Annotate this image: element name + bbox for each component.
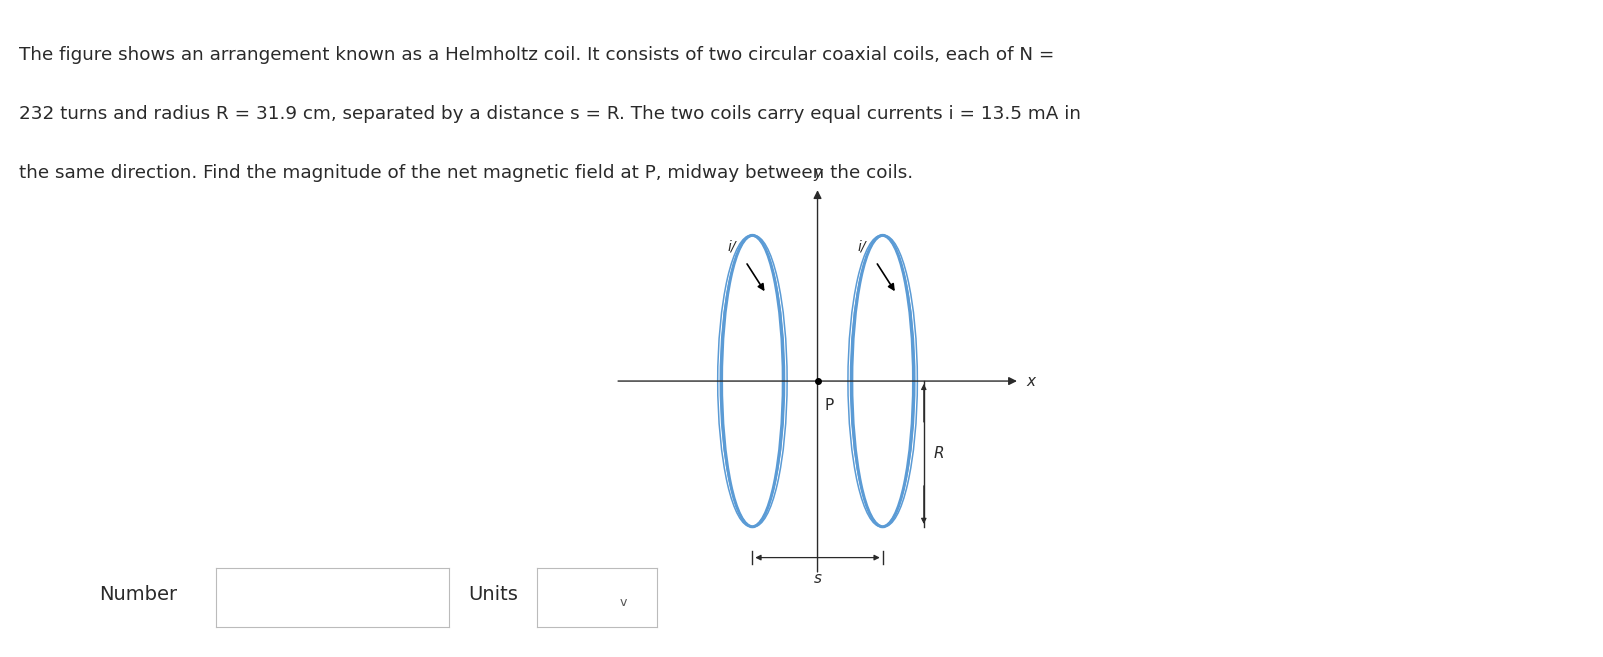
Text: Number: Number bbox=[99, 585, 178, 604]
Text: the same direction. Find the magnitude of the net magnetic field at P, midway be: the same direction. Find the magnitude o… bbox=[19, 164, 914, 182]
Text: 232 turns and radius R = 31.9 cm, separated by a distance s = R. The two coils c: 232 turns and radius R = 31.9 cm, separa… bbox=[19, 105, 1082, 123]
Text: y: y bbox=[813, 166, 822, 181]
Text: i: i bbox=[199, 591, 205, 605]
Text: s: s bbox=[814, 572, 821, 586]
Text: R: R bbox=[935, 446, 944, 461]
Text: P: P bbox=[824, 398, 834, 413]
Text: v: v bbox=[620, 596, 627, 609]
Text: Units: Units bbox=[468, 585, 518, 604]
Text: i/: i/ bbox=[728, 239, 736, 253]
Text: x: x bbox=[1026, 374, 1036, 388]
Text: The figure shows an arrangement known as a Helmholtz coil. It consists of two ci: The figure shows an arrangement known as… bbox=[19, 46, 1055, 64]
Text: i/: i/ bbox=[858, 239, 866, 253]
